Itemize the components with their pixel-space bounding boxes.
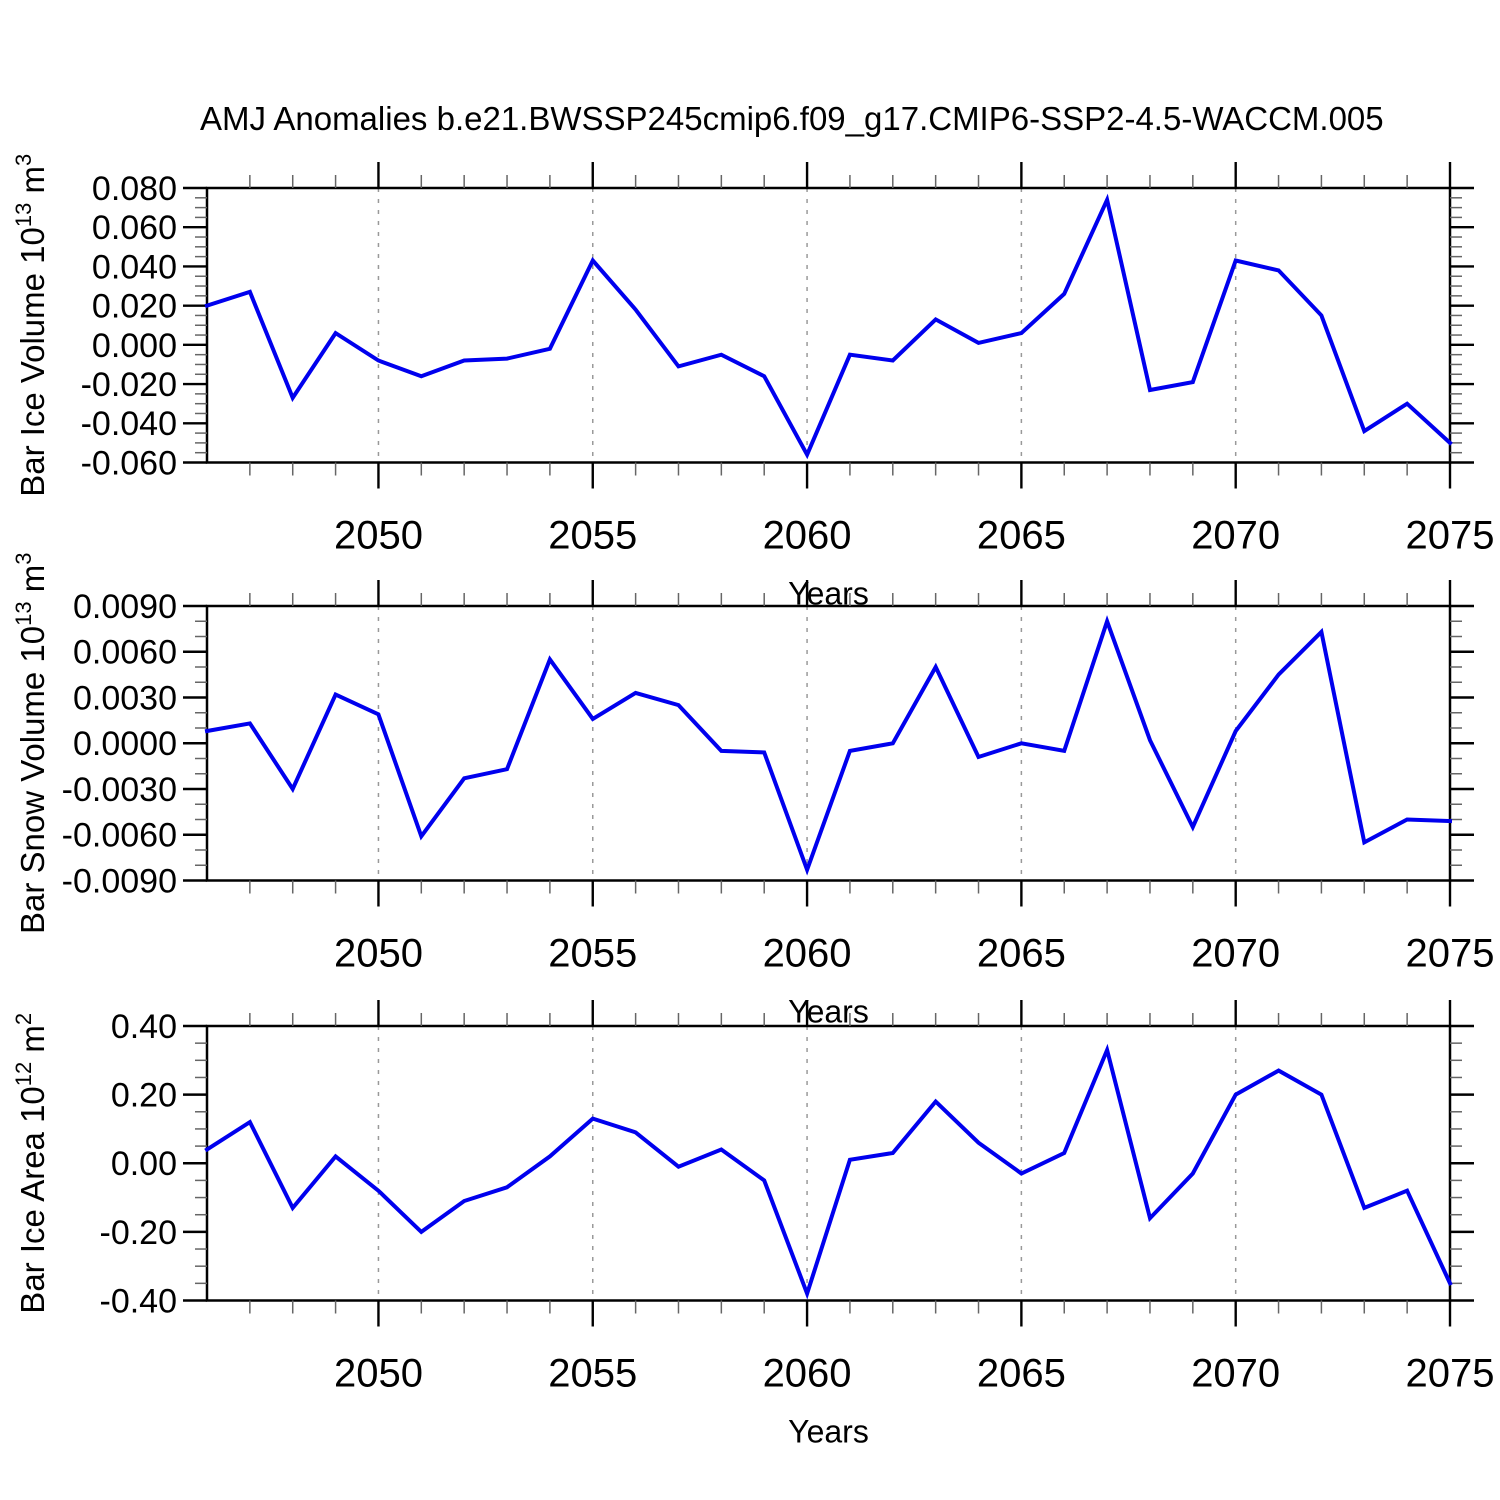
y-tick-label: 0.020 [92, 288, 177, 326]
y-tick-label: 0.0060 [73, 634, 177, 672]
y-tick-label: 0.080 [92, 170, 177, 208]
y-tick-label: -0.0090 [62, 862, 177, 900]
y-tick-label: 0.060 [92, 209, 177, 247]
x-tick-label: 2060 [763, 1352, 852, 1396]
x-tick-label: 2070 [1191, 932, 1280, 976]
x-tick-label: 2070 [1191, 514, 1280, 558]
y-tick-label: -0.040 [81, 405, 177, 443]
y-tick-label: -0.020 [81, 366, 177, 404]
x-axis-title: Years [788, 1414, 869, 1450]
x-tick-label: 2065 [977, 514, 1066, 558]
x-tick-label: 2050 [334, 514, 423, 558]
data-line-series [204, 193, 1453, 460]
x-tick-label: 2075 [1406, 1352, 1495, 1396]
plot-frame [205, 186, 1452, 464]
data-line-series [204, 1043, 1453, 1300]
x-tick-label: 2050 [334, 1352, 423, 1396]
x-tick-label: 2075 [1406, 514, 1495, 558]
x-tick-label: 2065 [977, 1352, 1066, 1396]
y-tick-label: 0.040 [92, 248, 177, 286]
y-tick-label: 0.000 [92, 327, 177, 365]
x-tick-label: 2060 [763, 932, 852, 976]
y-tick-label: 0.0000 [73, 725, 177, 763]
y-axis-title: Bar Ice Volume 1013 m3 [11, 154, 51, 497]
y-tick-label: 0.40 [111, 1008, 177, 1046]
y-tick-label: -0.0060 [62, 817, 177, 855]
y-tick-label: 0.0090 [73, 588, 177, 626]
x-tick-label: 2055 [548, 932, 637, 976]
y-axis-title: Bar Ice Area 1012 m2 [11, 1013, 51, 1314]
data-line-series [204, 615, 1453, 876]
x-tick-label: 2050 [334, 932, 423, 976]
y-tick-label: -0.20 [100, 1214, 178, 1252]
chart-title: AMJ Anomalies b.e21.BWSSP245cmip6.f09_g1… [200, 100, 1384, 137]
y-tick-label: -0.0030 [62, 771, 177, 809]
x-tick-label: 2055 [548, 1352, 637, 1396]
y-tick-label: 0.20 [111, 1077, 177, 1115]
x-tick-label: 2060 [763, 514, 852, 558]
y-tick-label: 0.0030 [73, 679, 177, 717]
x-tick-label: 2065 [977, 932, 1066, 976]
y-tick-label: 0.00 [111, 1145, 177, 1183]
y-tick-label: -0.40 [100, 1282, 178, 1320]
y-tick-label: -0.060 [81, 444, 177, 482]
x-tick-label: 2055 [548, 514, 637, 558]
y-axis-title: Bar Snow Volume 1013 m3 [11, 552, 51, 934]
plot-frame [205, 1024, 1452, 1302]
plot-frame [205, 604, 1452, 882]
x-tick-label: 2070 [1191, 1352, 1280, 1396]
x-axis-title: Years [788, 994, 869, 1030]
x-tick-label: 2075 [1406, 932, 1495, 976]
